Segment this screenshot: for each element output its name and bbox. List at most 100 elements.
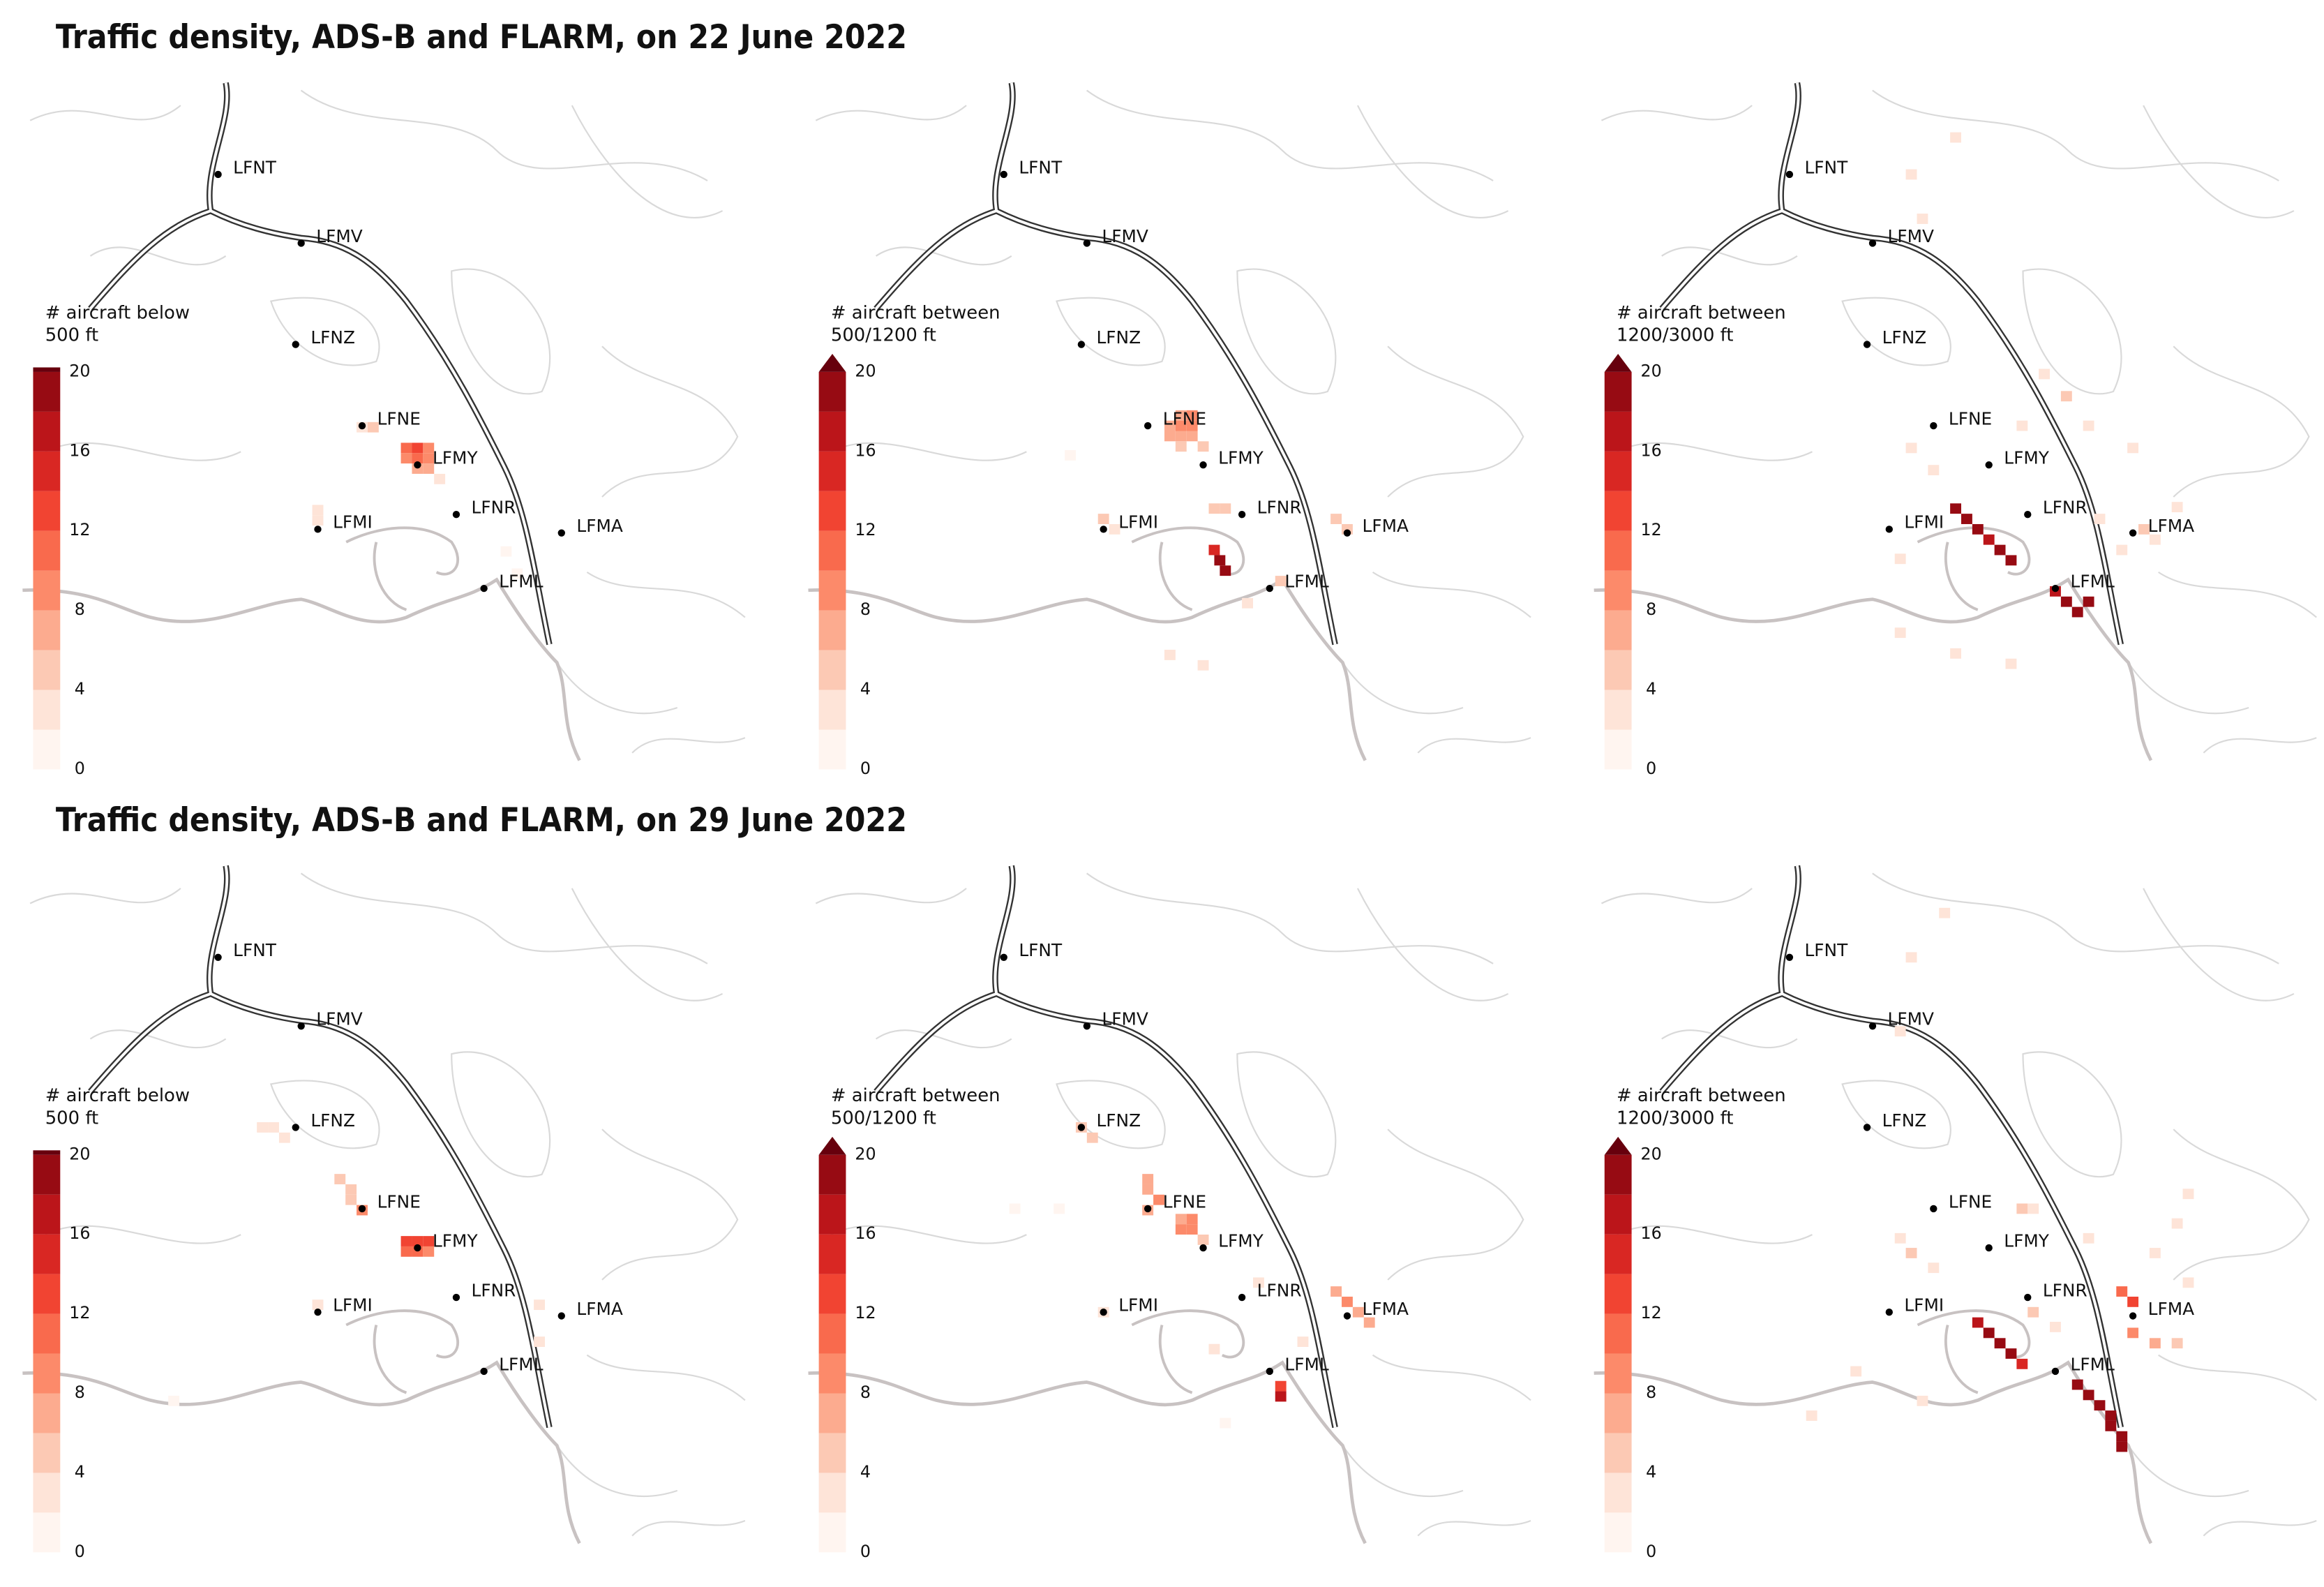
colorbar-label: # aircraft between	[831, 1085, 1000, 1106]
colorbar-bin	[1604, 1234, 1632, 1274]
density-cell	[1950, 132, 1962, 143]
airport-marker	[414, 1244, 421, 1252]
density-cell	[400, 1236, 412, 1246]
airport-marker	[1930, 1205, 1937, 1213]
map-panel: LFNT LFMV LFNZ LFNE LFMY LFMI LFNR LFMA LFML 0 4 8 1…	[33, 157, 623, 778]
colorbar-bin	[1604, 1473, 1632, 1513]
colorbar-tick-label: 8	[1646, 599, 1656, 619]
airport-label: LFMI	[1118, 512, 1158, 532]
airport-marker	[1000, 170, 1007, 179]
colorbar-bin	[1604, 1512, 1632, 1553]
colorbar-bin	[33, 729, 61, 770]
airport-label: LFNE	[1949, 408, 1992, 429]
density-cell	[168, 1395, 180, 1406]
figure-title: Traffic density, ADS-B and FLARM, on 22 …	[56, 18, 907, 57]
map-panel: LFNT LFMV LFNZ LFNE LFMY LFMI LFNR LFMA LFML 0 4 8 1…	[1604, 132, 2194, 778]
colorbar-tick-label: 4	[1646, 1462, 1656, 1482]
airport-marker	[414, 461, 421, 469]
colorbar-bin	[818, 650, 846, 690]
airport-marker	[2051, 1367, 2060, 1376]
airport-marker	[1083, 239, 1091, 247]
colorbar-bin	[1604, 570, 1632, 611]
airport-label: LFML	[499, 1354, 543, 1374]
density-cell	[1197, 441, 1209, 452]
density-cell	[2127, 442, 2139, 454]
airport-label: LFML	[1284, 1354, 1328, 1374]
airport-marker	[1083, 1022, 1091, 1030]
density-cell	[423, 1246, 435, 1257]
airport-marker	[1144, 422, 1152, 430]
density-cell	[1220, 1417, 1231, 1429]
density-cell	[2039, 368, 2051, 380]
density-cell	[2171, 502, 2183, 513]
density-cell	[1175, 1224, 1187, 1235]
colorbar-bin	[818, 451, 846, 491]
density-cell	[2105, 1420, 2117, 1431]
colorbar-bin	[33, 1393, 61, 1433]
airport-marker	[1238, 1293, 1246, 1302]
colorbar-tick-label: 16	[69, 1223, 90, 1243]
density-cell	[2116, 1441, 2128, 1452]
airport-label: LFNZ	[310, 1110, 355, 1131]
airport-label: LFNR	[1257, 498, 1302, 518]
colorbar-bin	[33, 1512, 61, 1553]
map-panel: LFNT LFMV LFNZ LFNE LFMY LFMI LFNR LFMA LFML 0 4 8 1…	[818, 940, 1409, 1561]
density-cell	[1197, 660, 1209, 671]
density-cell	[511, 568, 523, 579]
airport-marker	[2051, 584, 2060, 593]
density-cell	[1175, 410, 1187, 421]
airport-marker	[1238, 511, 1246, 519]
airport-marker	[1199, 1244, 1207, 1252]
density-cell	[1164, 431, 1176, 442]
airport-label: LFMA	[576, 1299, 622, 1319]
airport-label: LFMA	[1363, 1299, 1409, 1319]
density-cell	[2071, 1379, 2083, 1390]
airport-label: LFMA	[2148, 516, 2194, 536]
colorbar-tick-label: 20	[1641, 361, 1662, 380]
density-cell	[1175, 431, 1187, 442]
density-cell	[534, 1336, 545, 1348]
colorbar-extend	[818, 354, 846, 372]
airport-label: LFMY	[1218, 1230, 1264, 1251]
colorbar-label: 1200/3000 ft	[1617, 325, 1733, 346]
density-cell	[1153, 1194, 1164, 1205]
airport-marker	[297, 239, 305, 247]
airport-marker	[2129, 1312, 2137, 1320]
airport-label: LFMI	[1118, 1295, 1158, 1316]
colorbar-label: 500/1200 ft	[831, 325, 936, 346]
density-cell	[1330, 514, 1342, 524]
density-cell	[312, 1299, 324, 1311]
airport-marker	[1985, 1244, 1993, 1252]
density-cell	[1983, 534, 1995, 545]
density-cell	[1905, 952, 1917, 963]
airport-label: LFMV	[1888, 226, 1934, 246]
colorbar-bin	[33, 1313, 61, 1354]
airport-marker	[1077, 1124, 1086, 1131]
density-layer	[1894, 132, 2183, 669]
density-cell	[1363, 1317, 1375, 1328]
colorbar-tick-label: 4	[860, 679, 871, 699]
airport-marker	[2024, 1293, 2032, 1302]
colorbar-bin	[33, 411, 61, 452]
airport-label: LFNT	[233, 157, 277, 177]
density-cell	[1009, 1203, 1021, 1214]
airport-marker	[1785, 953, 1794, 961]
density-cell	[1054, 1203, 1065, 1214]
density-cell	[2083, 420, 2094, 431]
airport-marker	[1266, 584, 1273, 593]
density-cell	[2060, 391, 2072, 402]
density-layer	[312, 422, 523, 579]
airport-label: LFNT	[233, 940, 277, 960]
airport-label: LFNE	[1163, 408, 1206, 429]
colorbar-bin	[33, 1473, 61, 1513]
density-cell	[2005, 658, 2017, 669]
density-cell	[434, 473, 446, 484]
density-cell	[534, 1299, 545, 1311]
colorbar-bin	[818, 729, 846, 770]
colorbar-bin	[33, 451, 61, 491]
density-cell	[1175, 1214, 1187, 1225]
colorbar-tick-label: 12	[855, 1303, 876, 1322]
airport-marker	[452, 1293, 460, 1302]
map-panel: LFNT LFMV LFNZ LFNE LFMY LFMI LFNR LFMA LFML 0 4 8 1…	[33, 940, 623, 1561]
